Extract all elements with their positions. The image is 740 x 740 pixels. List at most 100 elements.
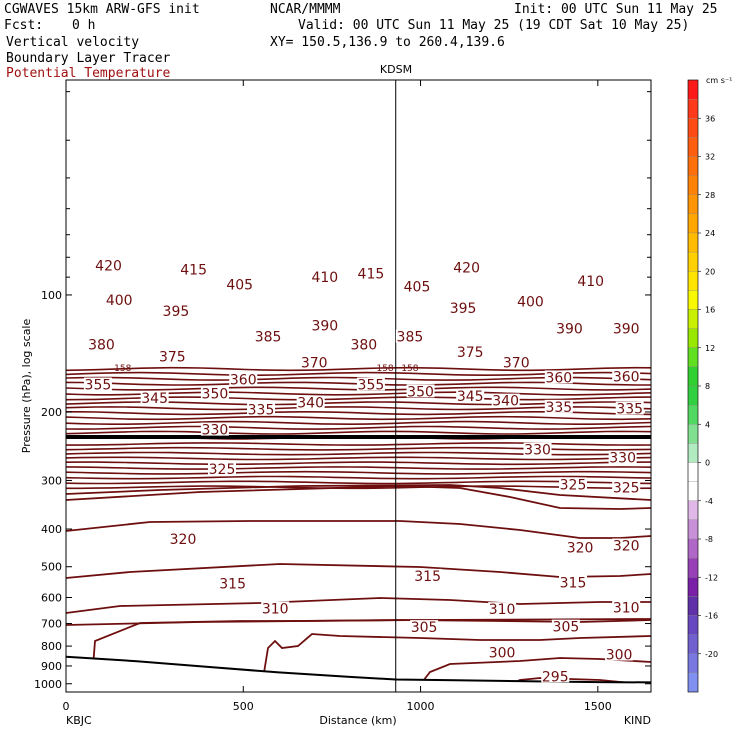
contour-label: 360 <box>230 373 257 389</box>
colorbar-unit: cm s⁻¹ <box>706 76 732 85</box>
y-tick-label: 100 <box>41 289 62 302</box>
contour-label-bg <box>300 355 329 369</box>
contour-label-bg <box>608 450 637 464</box>
y-tick-label: 800 <box>41 640 62 653</box>
contour-label-bg <box>403 279 431 293</box>
contour-label-bg <box>296 395 325 409</box>
contour-label: 345 <box>141 391 168 407</box>
contour-line <box>65 485 652 510</box>
contour-label-bg <box>615 401 644 415</box>
colorbar-swatch <box>687 424 699 444</box>
chart-marks: 420 415 405 410 415 420 405 410 400 395 390 395 400 3… <box>34 80 651 713</box>
colorbar-tick-label: -16 <box>705 612 718 621</box>
y-tick-label: 400 <box>41 523 62 536</box>
colorbar-swatch <box>687 615 699 635</box>
contour-label-bg <box>612 538 641 552</box>
colorbar-swatch <box>687 156 699 176</box>
contour-line <box>65 456 652 461</box>
contour-label: 295 <box>542 669 569 685</box>
contour-label-bg <box>200 422 229 436</box>
contour-label-bg <box>310 270 339 284</box>
contour-label: 420 <box>453 261 480 277</box>
contour-label-bg <box>612 321 641 335</box>
colorbar-tick-label: 8 <box>705 382 710 391</box>
contour-label: 335 <box>248 402 275 418</box>
contour-label-bg <box>605 647 634 661</box>
contour-line <box>65 475 652 480</box>
forecast-label: Fcst: <box>4 18 44 33</box>
colorbar: 36 32 28 24 20 16 12 8 4 0 -4 -8 -12 -16 -20 <box>687 79 718 693</box>
contour-label: 305 <box>411 620 438 636</box>
plot-frame <box>65 79 652 693</box>
colorbar-tick-label: 36 <box>705 114 715 123</box>
tracer-label: 158 <box>376 364 393 374</box>
colorbar-swatch <box>687 251 699 272</box>
contour-line <box>65 430 652 435</box>
contour-line <box>65 425 652 430</box>
contour-label: 330 <box>609 451 636 467</box>
contour-label-bg <box>261 601 290 615</box>
contour-label-bg <box>551 619 580 633</box>
contour-label: 340 <box>297 395 324 411</box>
contour-label-bg <box>559 477 587 491</box>
contour-label: 400 <box>517 295 544 311</box>
contour-label-bg <box>87 337 116 351</box>
contour-line <box>65 461 652 466</box>
colorbar-tick-label: 24 <box>705 229 715 238</box>
contour-label: 415 <box>180 262 207 278</box>
x-axis-label: Distance (km) <box>319 714 396 727</box>
contour-label: 360 <box>545 370 572 386</box>
colorbar-swatch <box>687 328 699 348</box>
contour-label-bg <box>140 390 169 404</box>
colorbar-swatch <box>687 672 699 693</box>
contour-label: 415 <box>358 266 385 282</box>
contour-label-bg <box>488 645 517 659</box>
contour-label: 325 <box>613 481 640 497</box>
contour-label-bg <box>612 600 641 614</box>
tracer-label: 158 <box>401 364 418 374</box>
contour-label: 320 <box>567 540 594 556</box>
contour-line <box>66 485 652 490</box>
x-tick-label: 500 <box>233 700 254 713</box>
colorbar-swatch <box>687 481 699 501</box>
contour-label: 310 <box>613 600 640 616</box>
contour-label-bg <box>456 389 485 403</box>
colorbar-tick-label: 16 <box>705 306 715 315</box>
contour-label: 410 <box>311 270 338 286</box>
contour-label: 385 <box>397 330 424 346</box>
contour-label-bg <box>523 442 552 456</box>
contour-label: 300 <box>489 646 516 662</box>
contour-label: 305 <box>553 620 580 636</box>
contour-label: 385 <box>255 330 282 346</box>
contour-label: 320 <box>170 532 197 548</box>
contour-label-bg <box>449 300 478 314</box>
contour-label: 310 <box>262 601 289 617</box>
colorbar-tick-label: -8 <box>705 535 713 544</box>
organization: NCAR/MMMM <box>270 2 341 17</box>
contour-label: 325 <box>560 477 587 493</box>
contour-label: 340 <box>492 394 519 410</box>
colorbar-tick-label: 12 <box>705 344 715 353</box>
x-tick-label: 1000 <box>407 700 435 713</box>
colorbar-swatch <box>687 634 699 654</box>
contour-line <box>419 657 652 686</box>
end-station-label: KIND <box>624 714 651 727</box>
contour-label-bg <box>541 669 570 683</box>
colorbar-tick-label: -20 <box>705 650 718 659</box>
contour-label-bg <box>502 355 531 369</box>
terrain-fill <box>66 656 651 692</box>
contour-label: 395 <box>163 304 190 320</box>
contour-label: 335 <box>616 402 643 418</box>
contour-label-bg <box>559 575 587 589</box>
y-tick-label: 1000 <box>34 678 62 691</box>
contour-label: 410 <box>577 274 604 290</box>
contour-label: 420 <box>95 259 122 275</box>
colorbar-swatch <box>687 404 699 425</box>
contour-line <box>65 366 652 372</box>
contour-label-bg <box>406 384 435 398</box>
contour-label: 350 <box>407 384 434 400</box>
contour-label: 370 <box>503 355 530 371</box>
contour-label-bg <box>356 377 385 391</box>
contour-label-bg <box>456 344 485 358</box>
